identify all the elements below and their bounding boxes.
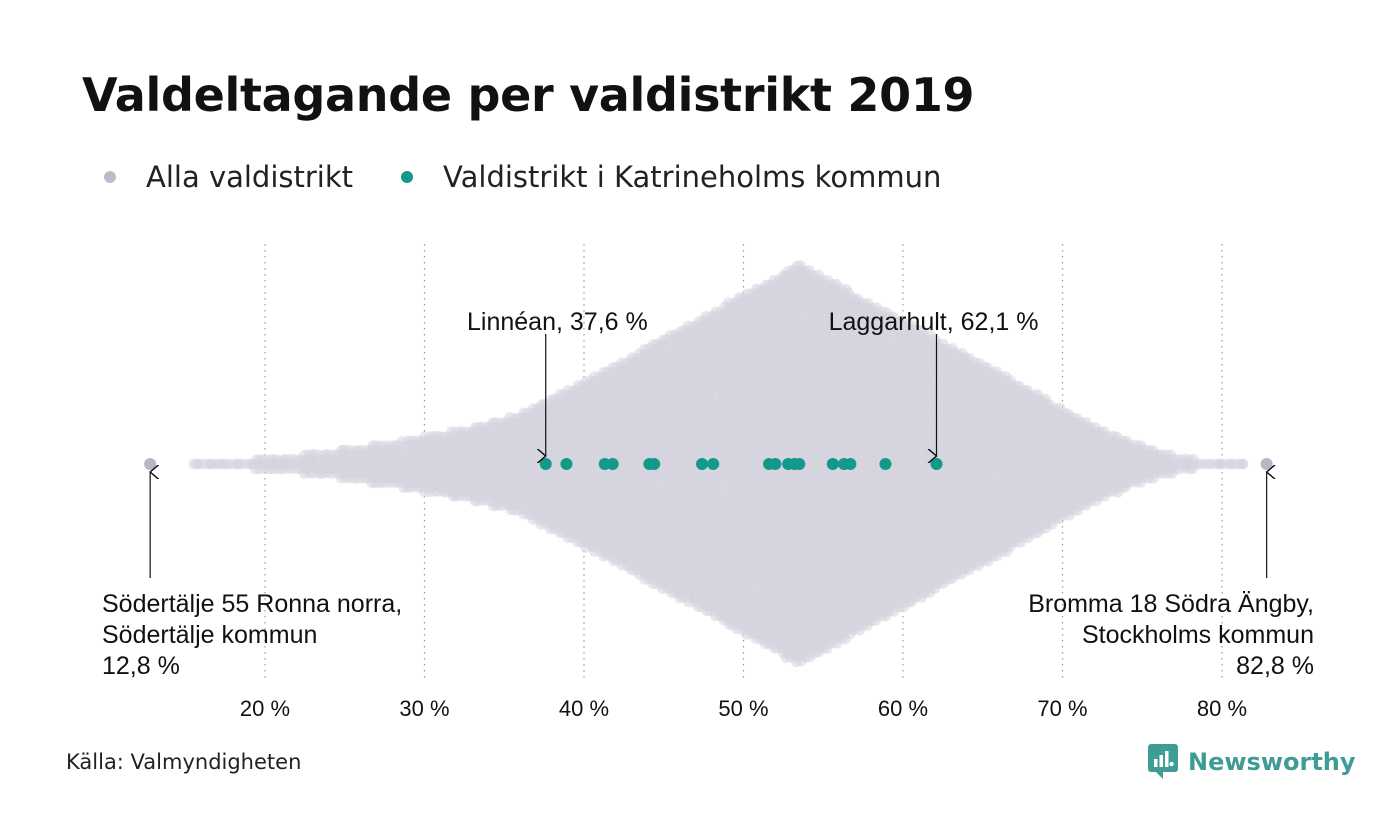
legend-label-all: Alla valdistrikt (146, 160, 354, 194)
legend-item-katrineholm: Valdistrikt i Katrineholms kommun (401, 160, 941, 194)
legend: Alla valdistrikt Valdistrikt i Katrineho… (104, 160, 989, 194)
swarm-dots-all (144, 260, 1273, 668)
legend-label-katrineholm: Valdistrikt i Katrineholms kommun (443, 160, 942, 194)
legend-item-all: Alla valdistrikt (104, 160, 353, 194)
chart-title: Valdeltagande per valdistrikt 2019 (82, 68, 975, 122)
legend-dot-all (104, 171, 116, 183)
legend-dot-katrineholm (401, 171, 414, 183)
